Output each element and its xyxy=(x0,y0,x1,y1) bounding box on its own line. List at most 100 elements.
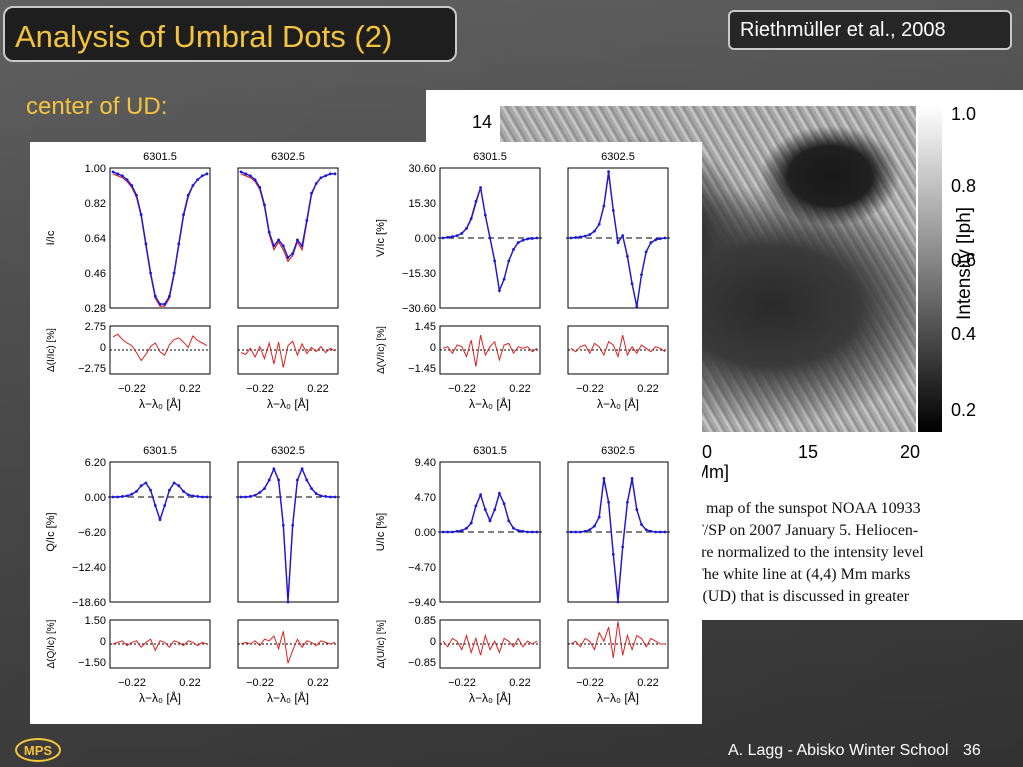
y-tick-label: −6.20 xyxy=(78,527,106,539)
fit-point xyxy=(249,495,252,498)
profile-frame xyxy=(109,461,211,603)
fit-profile-line xyxy=(443,491,537,533)
fit-point xyxy=(328,172,332,176)
fit-point xyxy=(324,174,327,178)
fit-point xyxy=(640,273,643,277)
residual-line xyxy=(112,333,208,362)
citation-text: Riethmüller et al., 2008 xyxy=(740,19,946,41)
colorbar-tick: 0.4 xyxy=(951,324,977,344)
fit-point xyxy=(441,236,445,240)
residual-tick-label: 0 xyxy=(430,342,436,354)
fit-point xyxy=(507,519,511,523)
fit-point xyxy=(630,476,634,480)
fit-point xyxy=(479,493,482,497)
slide-subtitle: center of UD: xyxy=(26,93,168,120)
fit-point xyxy=(305,219,309,222)
y-tick-label: 9.40 xyxy=(415,457,436,469)
fit-point xyxy=(446,235,450,239)
x-axis-label: λ−λ₀ [Å] xyxy=(139,690,181,705)
fit-point xyxy=(296,238,299,242)
x-tick-label: 0.22 xyxy=(637,677,658,689)
fit-point xyxy=(574,236,578,239)
x-axis-label: λ−λ₀ [Å] xyxy=(597,690,639,705)
fit-point xyxy=(488,236,492,240)
y-tick-label: 0.00 xyxy=(415,527,436,539)
fit-point xyxy=(163,302,167,306)
x-axis-label: λ−λ₀ [Å] xyxy=(139,396,181,411)
fit-point xyxy=(611,209,615,212)
fit-point xyxy=(272,467,276,471)
y-tick-label: 1.00 xyxy=(85,163,106,175)
fit-point xyxy=(507,259,511,263)
fit-point xyxy=(658,530,662,534)
fit-point xyxy=(281,523,285,527)
map-x-tick: 0 xyxy=(702,442,713,462)
fit-point xyxy=(267,230,271,234)
residual-axis-label: Δ(V/Ic) [%] xyxy=(376,326,387,374)
map-x-tick: 20 xyxy=(900,442,921,462)
x-tick-label: −0.22 xyxy=(448,677,476,689)
fit-point xyxy=(530,530,534,534)
y-tick-label: 4.70 xyxy=(415,492,436,504)
fit-point xyxy=(310,487,313,490)
fit-point xyxy=(654,238,657,242)
fit-point xyxy=(300,244,304,248)
map-x-tick: 15 xyxy=(798,442,819,462)
residual-line xyxy=(240,340,336,368)
fit-point xyxy=(116,172,120,176)
fit-point xyxy=(291,252,295,255)
residual-tick-label: 1.45 xyxy=(415,321,436,333)
fit-point xyxy=(139,213,143,217)
fit-point xyxy=(621,545,625,549)
x-tick-label: −0.22 xyxy=(246,677,274,689)
fit-point xyxy=(324,495,327,498)
line-label: 6302.5 xyxy=(601,445,635,457)
map-y-tick: 14 xyxy=(472,112,493,132)
fit-profile-line xyxy=(113,481,207,522)
fit-point xyxy=(455,529,459,533)
fit-point xyxy=(588,233,592,236)
fit-point xyxy=(611,552,615,556)
fit-point xyxy=(441,530,445,534)
fit-point xyxy=(535,236,539,240)
fit-point xyxy=(244,172,248,176)
fit-point xyxy=(168,488,171,492)
fit-point xyxy=(314,492,318,496)
residual-axis-label: Δ(I/Ic) [%] xyxy=(46,328,57,372)
fit-point xyxy=(182,489,185,493)
fit-point xyxy=(597,222,601,226)
fit-point xyxy=(498,491,501,495)
fit-point xyxy=(319,494,323,498)
x-tick-label: 0.22 xyxy=(307,383,328,395)
fit-point xyxy=(130,492,134,496)
observed-profile-line xyxy=(443,491,537,533)
fit-point xyxy=(163,504,167,507)
fit-profile-line xyxy=(570,171,666,307)
fit-point xyxy=(535,530,539,534)
residual-tick-label: 0 xyxy=(430,636,436,648)
paper-caption: y map of the sunspot NOAA 10933 T/SP on … xyxy=(694,498,1014,608)
fit-point xyxy=(333,495,337,499)
fit-point xyxy=(177,484,181,488)
fit-point xyxy=(111,495,115,499)
fit-point xyxy=(305,478,309,482)
fit-point xyxy=(474,504,478,508)
fit-point xyxy=(277,238,280,242)
fit-point xyxy=(583,529,587,533)
fit-point xyxy=(649,529,653,533)
fit-point xyxy=(205,172,209,176)
y-tick-label: 30.60 xyxy=(408,163,436,175)
fit-point xyxy=(314,182,318,185)
fit-point xyxy=(626,254,629,258)
residual-tick-label: −1.45 xyxy=(408,363,436,375)
fit-point xyxy=(153,294,157,298)
fit-point xyxy=(479,186,482,190)
observed-profile-line xyxy=(241,467,335,599)
y-tick-label: −9.40 xyxy=(408,597,436,609)
fit-point xyxy=(644,250,648,254)
fit-point xyxy=(616,600,620,604)
line-label: 6301.5 xyxy=(473,151,507,163)
map-axis-unit: Mm] xyxy=(694,462,729,482)
fit-point xyxy=(200,495,204,499)
x-tick-label: −0.22 xyxy=(576,677,604,689)
